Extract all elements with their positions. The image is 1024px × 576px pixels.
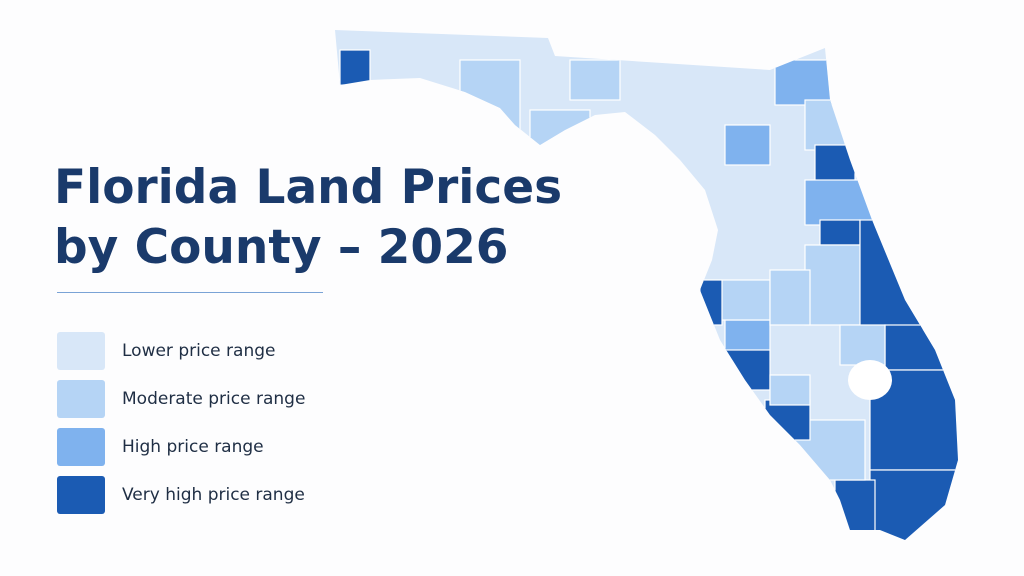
legend-swatch [57,428,105,466]
county [859,219,958,331]
county [884,324,958,371]
county [839,324,886,366]
county [459,59,521,131]
county [834,479,876,540]
county [769,269,811,326]
county [724,349,771,391]
divider [57,292,323,293]
county [774,59,836,106]
legend-swatch [57,332,105,370]
county [764,399,811,441]
county [814,144,856,186]
county [804,244,866,326]
county [569,59,621,101]
county [339,49,371,86]
legend-label: High price range [122,437,264,457]
legend-label: Moderate price range [122,389,306,409]
legend-label: Lower price range [122,341,276,361]
legend-swatch [57,380,105,418]
lake-okeechobee [848,360,892,400]
legend-swatch [57,476,105,514]
county [804,179,876,226]
county [869,469,958,540]
title-line: Florida Land Prices [54,160,563,215]
county-regions [335,30,958,540]
county [724,124,771,166]
legend-label: Very high price range [122,485,305,505]
county [699,279,723,326]
county [804,99,846,151]
county [529,109,591,151]
county [819,219,861,246]
title-line: by County – 2026 [54,220,509,275]
county [769,374,811,406]
